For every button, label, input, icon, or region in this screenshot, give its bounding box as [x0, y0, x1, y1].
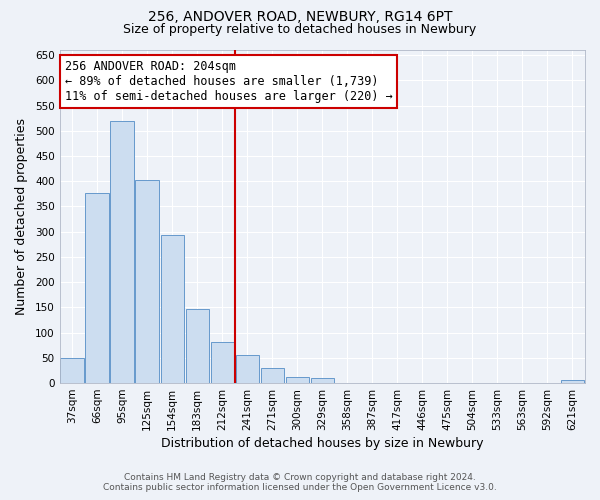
- Bar: [311, 378, 334, 383]
- Bar: [136, 180, 159, 383]
- Bar: [236, 355, 259, 383]
- Bar: [260, 368, 284, 383]
- Bar: [561, 380, 584, 383]
- Bar: [286, 377, 309, 383]
- Bar: [211, 342, 234, 383]
- Bar: [85, 193, 109, 383]
- Y-axis label: Number of detached properties: Number of detached properties: [15, 118, 28, 315]
- Text: Contains HM Land Registry data © Crown copyright and database right 2024.
Contai: Contains HM Land Registry data © Crown c…: [103, 473, 497, 492]
- Text: 256, ANDOVER ROAD, NEWBURY, RG14 6PT: 256, ANDOVER ROAD, NEWBURY, RG14 6PT: [148, 10, 452, 24]
- Bar: [161, 235, 184, 383]
- Bar: [110, 121, 134, 383]
- Bar: [61, 358, 84, 383]
- Bar: [185, 310, 209, 383]
- Text: 256 ANDOVER ROAD: 204sqm
← 89% of detached houses are smaller (1,739)
11% of sem: 256 ANDOVER ROAD: 204sqm ← 89% of detach…: [65, 60, 392, 103]
- X-axis label: Distribution of detached houses by size in Newbury: Distribution of detached houses by size …: [161, 437, 484, 450]
- Text: Size of property relative to detached houses in Newbury: Size of property relative to detached ho…: [124, 22, 476, 36]
